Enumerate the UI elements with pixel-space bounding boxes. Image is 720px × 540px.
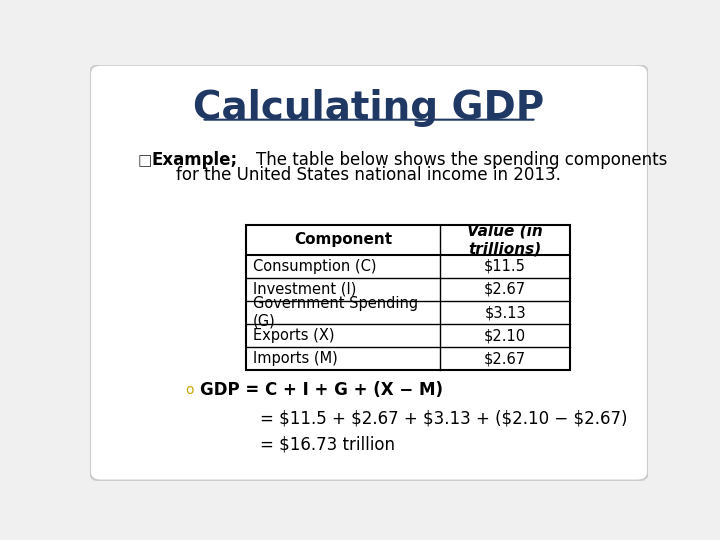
Text: $2.67: $2.67 [484,352,526,366]
FancyBboxPatch shape [90,65,648,481]
Text: $11.5: $11.5 [485,259,526,274]
Text: for the United States national income in 2013.: for the United States national income in… [176,166,562,184]
Bar [246,225,570,370]
Text: Consumption (C): Consumption (C) [253,259,377,274]
Text: Government Spending
(G): Government Spending (G) [253,296,418,329]
Text: The table below shows the spending components: The table below shows the spending compo… [256,151,667,170]
Text: $3.13: $3.13 [485,305,526,320]
Text: Value (in
trillions): Value (in trillions) [467,224,543,256]
Text: o: o [185,383,194,397]
Bar [246,225,570,370]
Text: Imports (M): Imports (M) [253,352,338,366]
Text: Example;: Example; [151,151,238,170]
Text: Exports (X): Exports (X) [253,328,334,343]
Text: $2.67: $2.67 [484,282,526,297]
Text: GDP = C + I + G + (X − M): GDP = C + I + G + (X − M) [200,381,444,400]
Text: = $11.5 + $2.67 + $3.13 + ($2.10 − $2.67): = $11.5 + $2.67 + $3.13 + ($2.10 − $2.67… [260,410,628,428]
Text: □: □ [138,153,152,168]
Text: Calculating GDP: Calculating GDP [194,90,544,127]
Text: Component: Component [294,232,392,247]
Text: $2.10: $2.10 [484,328,526,343]
Text: = $16.73 trillion: = $16.73 trillion [260,435,395,454]
Text: Investment (I): Investment (I) [253,282,356,297]
